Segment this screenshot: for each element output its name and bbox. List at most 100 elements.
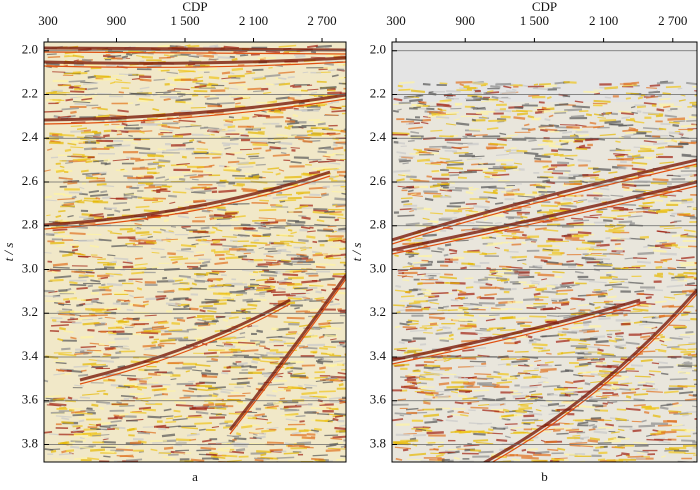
texture-stroke [144, 347, 161, 351]
texture-stroke [61, 421, 74, 425]
texture-stroke [330, 246, 344, 249]
texture-stroke [333, 360, 344, 363]
texture-stroke [574, 100, 584, 103]
texture-stroke [537, 430, 552, 433]
texture-stroke [208, 76, 220, 80]
texture-stroke [422, 83, 431, 86]
texture-stroke [633, 321, 643, 324]
texture-stroke [243, 252, 251, 255]
texture-stroke [486, 375, 502, 379]
texture-stroke [589, 121, 597, 125]
texture-stroke [206, 209, 214, 212]
reflector [44, 61, 346, 68]
texture-stroke [107, 54, 122, 58]
texture-stroke [166, 71, 178, 75]
texture-stroke [439, 373, 457, 376]
texture-stroke [393, 470, 406, 471]
texture-stroke [106, 308, 118, 311]
texture-stroke [163, 90, 172, 95]
texture-stroke [564, 453, 582, 457]
texture-stroke [396, 469, 408, 470]
texture-stroke [315, 44, 332, 49]
texture-stroke [201, 372, 219, 376]
texture-stroke [161, 433, 176, 438]
texture-stroke [231, 132, 244, 135]
texture-stroke [479, 383, 497, 387]
texture-stroke [131, 333, 148, 336]
texture-stroke [73, 245, 80, 249]
texture-stroke [96, 302, 103, 304]
texture-stroke [522, 233, 527, 237]
texture-stroke [258, 226, 271, 230]
texture-stroke [228, 74, 245, 78]
x-tick-label: 300 [38, 13, 58, 28]
texture-stroke [314, 458, 326, 462]
texture-stroke [507, 301, 513, 304]
texture-stroke [549, 479, 553, 480]
texture-stroke [527, 115, 535, 119]
texture-stroke [256, 368, 265, 371]
texture-stroke [219, 422, 229, 425]
texture-stroke [553, 426, 572, 430]
texture-stroke [500, 328, 516, 332]
texture-stroke [194, 272, 209, 276]
texture-stroke [533, 83, 539, 86]
texture-stroke [572, 434, 581, 437]
texture-stroke [70, 110, 77, 115]
texture-stroke [595, 339, 609, 344]
texture-stroke [577, 159, 592, 163]
texture-stroke [540, 259, 548, 263]
texture-stroke [456, 289, 463, 292]
texture-stroke [614, 242, 621, 246]
texture-stroke [571, 217, 584, 220]
texture-stroke [578, 133, 590, 138]
texture-stroke [265, 222, 279, 225]
texture-stroke [70, 146, 84, 149]
texture-stroke [69, 232, 86, 236]
texture-stroke [457, 326, 473, 330]
texture-stroke [290, 231, 297, 235]
texture-stroke [168, 52, 181, 56]
texture-stroke [324, 419, 330, 422]
texture-stroke [533, 488, 542, 489]
texture-stroke [669, 487, 678, 488]
texture-stroke [87, 87, 98, 91]
texture-stroke [232, 435, 242, 438]
texture-stroke [261, 110, 268, 113]
texture-stroke [604, 86, 619, 90]
texture-stroke [326, 158, 345, 162]
texture-stroke [231, 67, 244, 72]
texture-stroke [121, 122, 128, 127]
caption: a [192, 469, 198, 484]
texture-stroke [674, 274, 688, 278]
texture-stroke [516, 112, 529, 116]
texture-stroke [418, 151, 433, 154]
texture-stroke [535, 287, 547, 291]
texture-stroke [135, 93, 151, 97]
texture-stroke [640, 359, 653, 363]
texture-stroke [577, 352, 585, 355]
texture-stroke [620, 382, 633, 385]
texture-stroke [598, 113, 605, 117]
texture-stroke [251, 76, 264, 80]
texture-stroke [85, 160, 93, 164]
texture-stroke [332, 253, 346, 257]
texture-stroke [88, 464, 102, 465]
texture-stroke [439, 157, 450, 160]
texture-stroke [661, 242, 676, 245]
texture-stroke [485, 200, 491, 204]
texture-stroke [679, 413, 693, 416]
texture-stroke [243, 87, 251, 90]
texture-stroke [236, 381, 250, 385]
texture-stroke [188, 414, 202, 417]
texture-stroke [602, 394, 620, 397]
texture-stroke [429, 322, 438, 326]
texture-stroke [269, 360, 279, 364]
texture-stroke [244, 287, 251, 291]
texture-stroke [593, 196, 599, 201]
texture-stroke [175, 438, 191, 442]
texture-stroke [46, 404, 62, 407]
texture-stroke [573, 322, 583, 325]
texture-stroke [45, 199, 57, 202]
texture-stroke [298, 345, 309, 349]
